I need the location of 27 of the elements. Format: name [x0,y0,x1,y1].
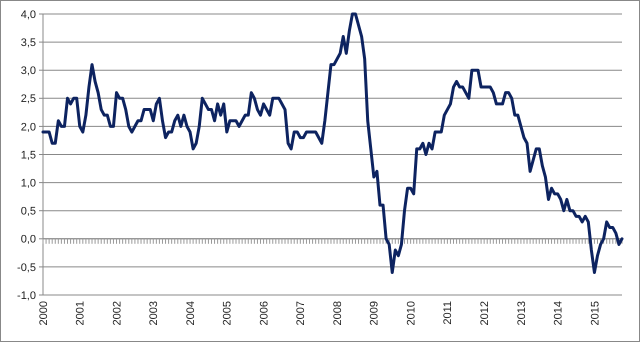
x-tick-label: 2010 [405,301,418,326]
x-tick-label: 2011 [442,301,454,325]
x-tick-label: 2000 [38,301,50,326]
y-tick-label: 1,5 [20,149,36,162]
x-tick-label: 2013 [516,301,528,326]
x-tick-label: 2005 [222,301,234,326]
x-tick-label: 2006 [258,301,270,326]
y-tick-label: 2,0 [20,121,36,134]
x-tick-label: 2004 [184,301,197,326]
y-tick-label: 3,5 [20,36,36,49]
x-tick-label: 2008 [332,301,344,326]
y-tick-label: 4,0 [20,8,36,21]
y-tick-label: -0,5 [17,262,36,274]
y-tick-label: 3,0 [20,65,36,78]
y-tick-label: 1,0 [20,177,36,190]
x-tick-label: 2001 [74,301,87,326]
y-tick-label: -1,0 [17,290,36,302]
y-tick-label: 0,0 [20,234,36,246]
y-tick-label: 0,5 [20,206,36,218]
y-tick-label: 2,5 [20,93,36,106]
x-tick-label: 2015 [589,301,602,326]
x-tick-label: 2014 [552,301,565,326]
x-tick-label: 2009 [368,301,381,326]
x-tick-label: 2012 [478,301,491,326]
x-tick-label: 2003 [148,301,160,326]
x-tick-label: 2002 [111,301,124,326]
x-tick-label: 2007 [295,301,308,326]
